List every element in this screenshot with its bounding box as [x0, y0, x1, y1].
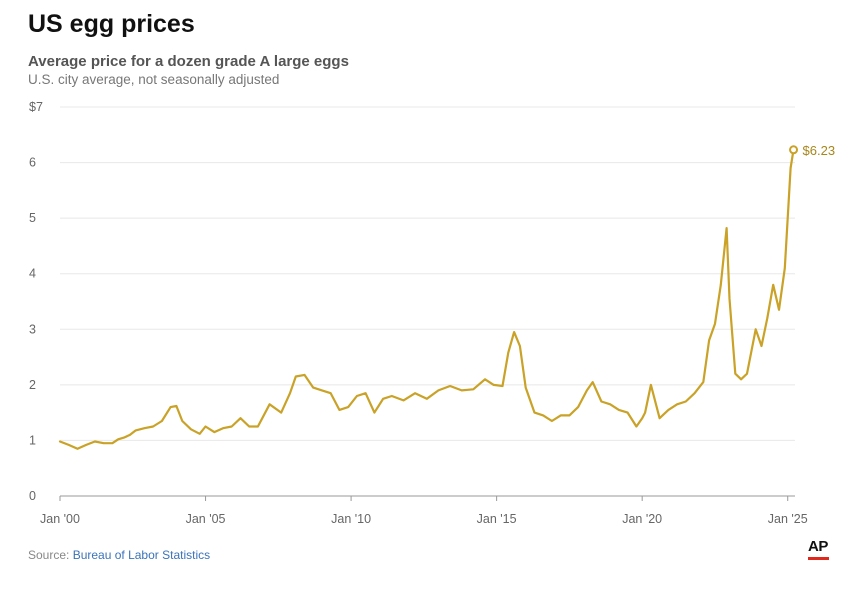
y-tick-label: 5 [29, 211, 36, 225]
y-tick-label: 0 [29, 489, 36, 503]
y-tick-label: 6 [29, 156, 36, 170]
y-tick-label: $7 [29, 100, 43, 114]
y-tick-label: 2 [29, 378, 36, 392]
source-link[interactable]: Bureau of Labor Statistics [72, 548, 211, 562]
x-tick-label: Jan '25 [768, 512, 808, 526]
source-line: Source: Bureau of Labor Statistics [28, 548, 210, 562]
chart-subtitle: Average price for a dozen grade A large … [28, 53, 349, 70]
source-prefix: Source: [28, 548, 70, 562]
ap-logo: AP [808, 538, 828, 555]
x-tick-label: Jan '15 [477, 512, 517, 526]
y-tick-label: 3 [29, 322, 36, 336]
y-tick-label: 4 [29, 267, 36, 281]
latest-value-label: $6.23 [803, 143, 836, 158]
x-tick-label: Jan '20 [622, 512, 662, 526]
x-tick-label: Jan '10 [331, 512, 371, 526]
price-series-line [58, 148, 795, 450]
x-tick-label: Jan '00 [40, 512, 80, 526]
chart-title: US egg prices [28, 10, 195, 38]
y-tick-label: 1 [29, 433, 36, 447]
latest-point-marker [789, 145, 799, 155]
chart-note: U.S. city average, not seasonally adjust… [28, 72, 280, 87]
x-tick-label: Jan '05 [186, 512, 226, 526]
ap-logo-underline [808, 557, 829, 560]
